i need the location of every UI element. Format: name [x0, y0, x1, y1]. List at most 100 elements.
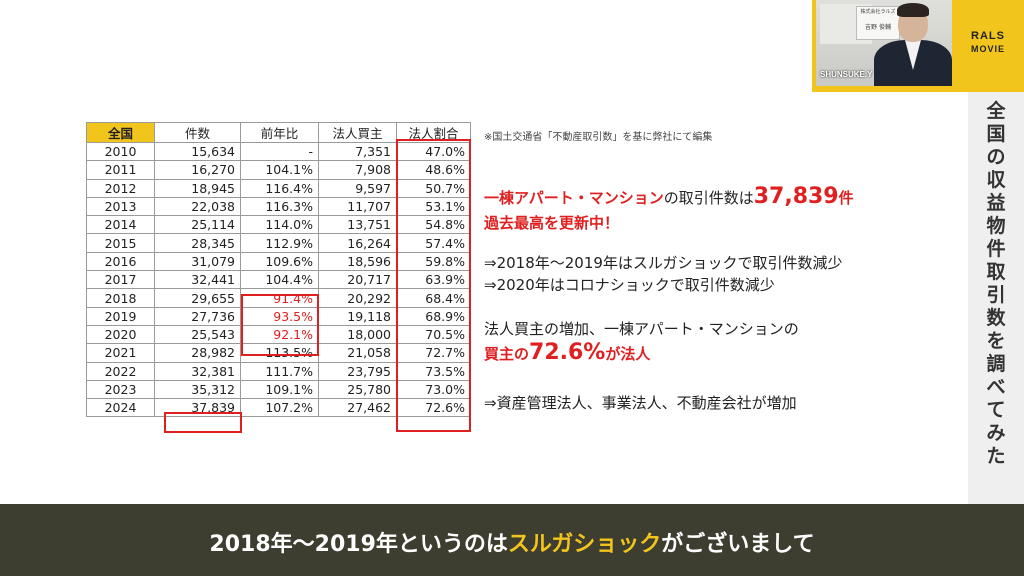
table-row: 2020 25,543 92.1% 18,000 70.5% — [86, 324, 471, 345]
cell-year: 2012 — [86, 178, 155, 198]
cell-corporate-buyer: 20,717 — [318, 270, 397, 290]
cell-year: 2010 — [86, 141, 155, 162]
cell-count: 32,381 — [154, 361, 241, 381]
cell-count: 25,543 — [154, 324, 241, 345]
presenter-label: SHUNSUKE.Y — [820, 70, 873, 79]
cell-count: 28,982 — [154, 343, 241, 363]
cell-corporate-buyer: 16,264 — [318, 233, 397, 253]
point-ratio-suffix: が法人 — [605, 345, 651, 363]
point-record-high: 過去最高を更新中！ — [484, 214, 620, 232]
cell-corporate-buyer: 18,000 — [318, 324, 397, 345]
cell-corporate-buyer: 9,597 — [318, 178, 397, 198]
point-record-text: の取引件数は — [663, 189, 754, 207]
count-2024-highlight — [164, 412, 242, 433]
presenter-webcam: 株式会社ラルズ 吉野 俊輔 SHUNSUKE.Y — [816, 0, 952, 86]
cell-count: 25,114 — [154, 215, 241, 235]
table-row: 2014 25,114 114.0% 13,751 54.8% — [86, 215, 471, 235]
cell-year: 2020 — [86, 324, 155, 345]
table-row: 2019 27,736 93.5% 19,118 68.9% — [86, 306, 471, 326]
caption-highlight: スルガショック — [507, 532, 662, 557]
cell-corporate-buyer: 19,118 — [318, 306, 397, 326]
point-corporate-types: ⇒資産管理法人、事業法人、不動産会社が増加 — [484, 394, 797, 412]
caption-bar — [0, 504, 1024, 576]
table-row: 2010 15,634-7,351 47.0% — [86, 141, 471, 162]
table-header-row: 全国 件数 前年比 法人買主 法人割合 — [86, 122, 471, 143]
cell-count: 15,634 — [154, 141, 241, 162]
cell-yoy: 112.9% — [240, 233, 319, 253]
cell-corporate-ratio: 53.1% — [396, 196, 471, 217]
cell-year: 2013 — [86, 196, 155, 217]
cell-count: 29,655 — [154, 288, 241, 308]
header-corporate-ratio: 法人割合 — [396, 122, 471, 143]
cell-corporate-buyer: 23,795 — [318, 361, 397, 381]
point-corporate-increase: 法人買主の増加、一棟アパート・マンションの — [484, 320, 799, 338]
cell-yoy: 111.7% — [240, 361, 319, 381]
header-yoy: 前年比 — [240, 122, 319, 143]
point-ratio-prefix: 買主の — [484, 345, 530, 363]
point-record-number: 37,839 — [753, 184, 839, 209]
header-corporate-buyer: 法人買主 — [318, 122, 397, 143]
yoy-decline-highlight — [241, 294, 319, 356]
cell-year: 2015 — [86, 233, 155, 253]
transaction-table: 全国 件数 前年比 法人買主 法人割合 2010 15,634-7,351 47.0… — [86, 122, 471, 418]
cell-yoy: 109.1% — [240, 379, 319, 400]
table-row: 2011 16,270 104.1% 7,908 48.6% — [86, 160, 471, 180]
cell-year: 2017 — [86, 270, 155, 290]
table-row: 2012 18,945 116.4% 9,597 50.7% — [86, 178, 471, 198]
caption-part-1: 2018年～2019年というのは — [209, 532, 508, 557]
table-row: 2016 31,079 109.6% 18,596 59.8% — [86, 251, 471, 272]
cell-count: 22,038 — [154, 196, 241, 217]
ratio-column-highlight — [396, 139, 471, 432]
cell-corporate-buyer: 27,462 — [318, 398, 397, 418]
header-region: 全国 — [86, 122, 155, 143]
brand-line-1: RALS — [971, 30, 1005, 42]
point-corporate-ratio: 買主の72.6%が法人 — [484, 340, 650, 365]
cell-count: 16,270 — [154, 160, 241, 180]
cell-corporate-buyer: 7,351 — [318, 141, 397, 162]
cell-year: 2011 — [86, 160, 155, 180]
caption-part-2: がございまして — [661, 532, 815, 557]
cell-corporate-buyer: 7,908 — [318, 160, 397, 180]
cell-count: 32,441 — [154, 270, 241, 290]
cell-corporate-buyer: 21,058 — [318, 343, 397, 363]
cell-year: 2023 — [86, 379, 155, 400]
cell-corporate-buyer: 11,707 — [318, 196, 397, 217]
cell-corporate-buyer: 18,596 — [318, 251, 397, 272]
cell-corporate-ratio: 72.7% — [396, 343, 471, 363]
nameplate: 株式会社ラルズ 吉野 俊輔 — [856, 6, 900, 40]
cell-corporate-ratio: 50.7% — [396, 178, 471, 198]
cell-yoy: 116.4% — [240, 178, 319, 198]
cell-year: 2014 — [86, 215, 155, 235]
cell-year: 2016 — [86, 251, 155, 272]
source-note: ※国土交通省「不動産取引数」を基に弊社にて編集 — [484, 132, 713, 143]
point-ratio-number: 72.6% — [529, 340, 606, 365]
caption-subtitle: 2018年～2019年というのはスルガショックがございまして — [0, 526, 1024, 558]
cell-count: 31,079 — [154, 251, 241, 272]
table-row: 2022 32,381 111.7% 23,795 73.5% — [86, 361, 471, 381]
cell-year: 2022 — [86, 361, 155, 381]
cell-corporate-buyer: 20,292 — [318, 288, 397, 308]
side-panel — [968, 92, 1024, 504]
cell-yoy: 104.1% — [240, 160, 319, 180]
table-row: 2023 35,312 109.1% 25,780 73.0% — [86, 379, 471, 400]
cell-count: 27,736 — [154, 306, 241, 326]
header-count: 件数 — [154, 122, 241, 143]
cell-yoy: 109.6% — [240, 251, 319, 272]
cell-yoy: 116.3% — [240, 196, 319, 217]
point-record-subject: 一棟アパート・マンション — [484, 189, 664, 207]
cell-year: 2018 — [86, 288, 155, 308]
cell-yoy: - — [240, 141, 319, 162]
cell-corporate-ratio: 47.0% — [396, 141, 471, 162]
cell-year: 2019 — [86, 306, 155, 326]
point-record-count: 一棟アパート・マンションの取引件数は37,839件 — [484, 184, 854, 209]
presenter-hair — [897, 3, 929, 17]
nameplate-name: 吉野 俊輔 — [865, 24, 891, 31]
cell-yoy: 104.4% — [240, 270, 319, 290]
cell-corporate-buyer: 13,751 — [318, 215, 397, 235]
cell-year: 2024 — [86, 398, 155, 418]
cell-year: 2021 — [86, 343, 155, 363]
cell-yoy: 114.0% — [240, 215, 319, 235]
brand-logo: RALS MOVIE — [952, 0, 1024, 92]
nameplate-company: 株式会社ラルズ — [860, 9, 896, 15]
cell-count: 28,345 — [154, 233, 241, 253]
